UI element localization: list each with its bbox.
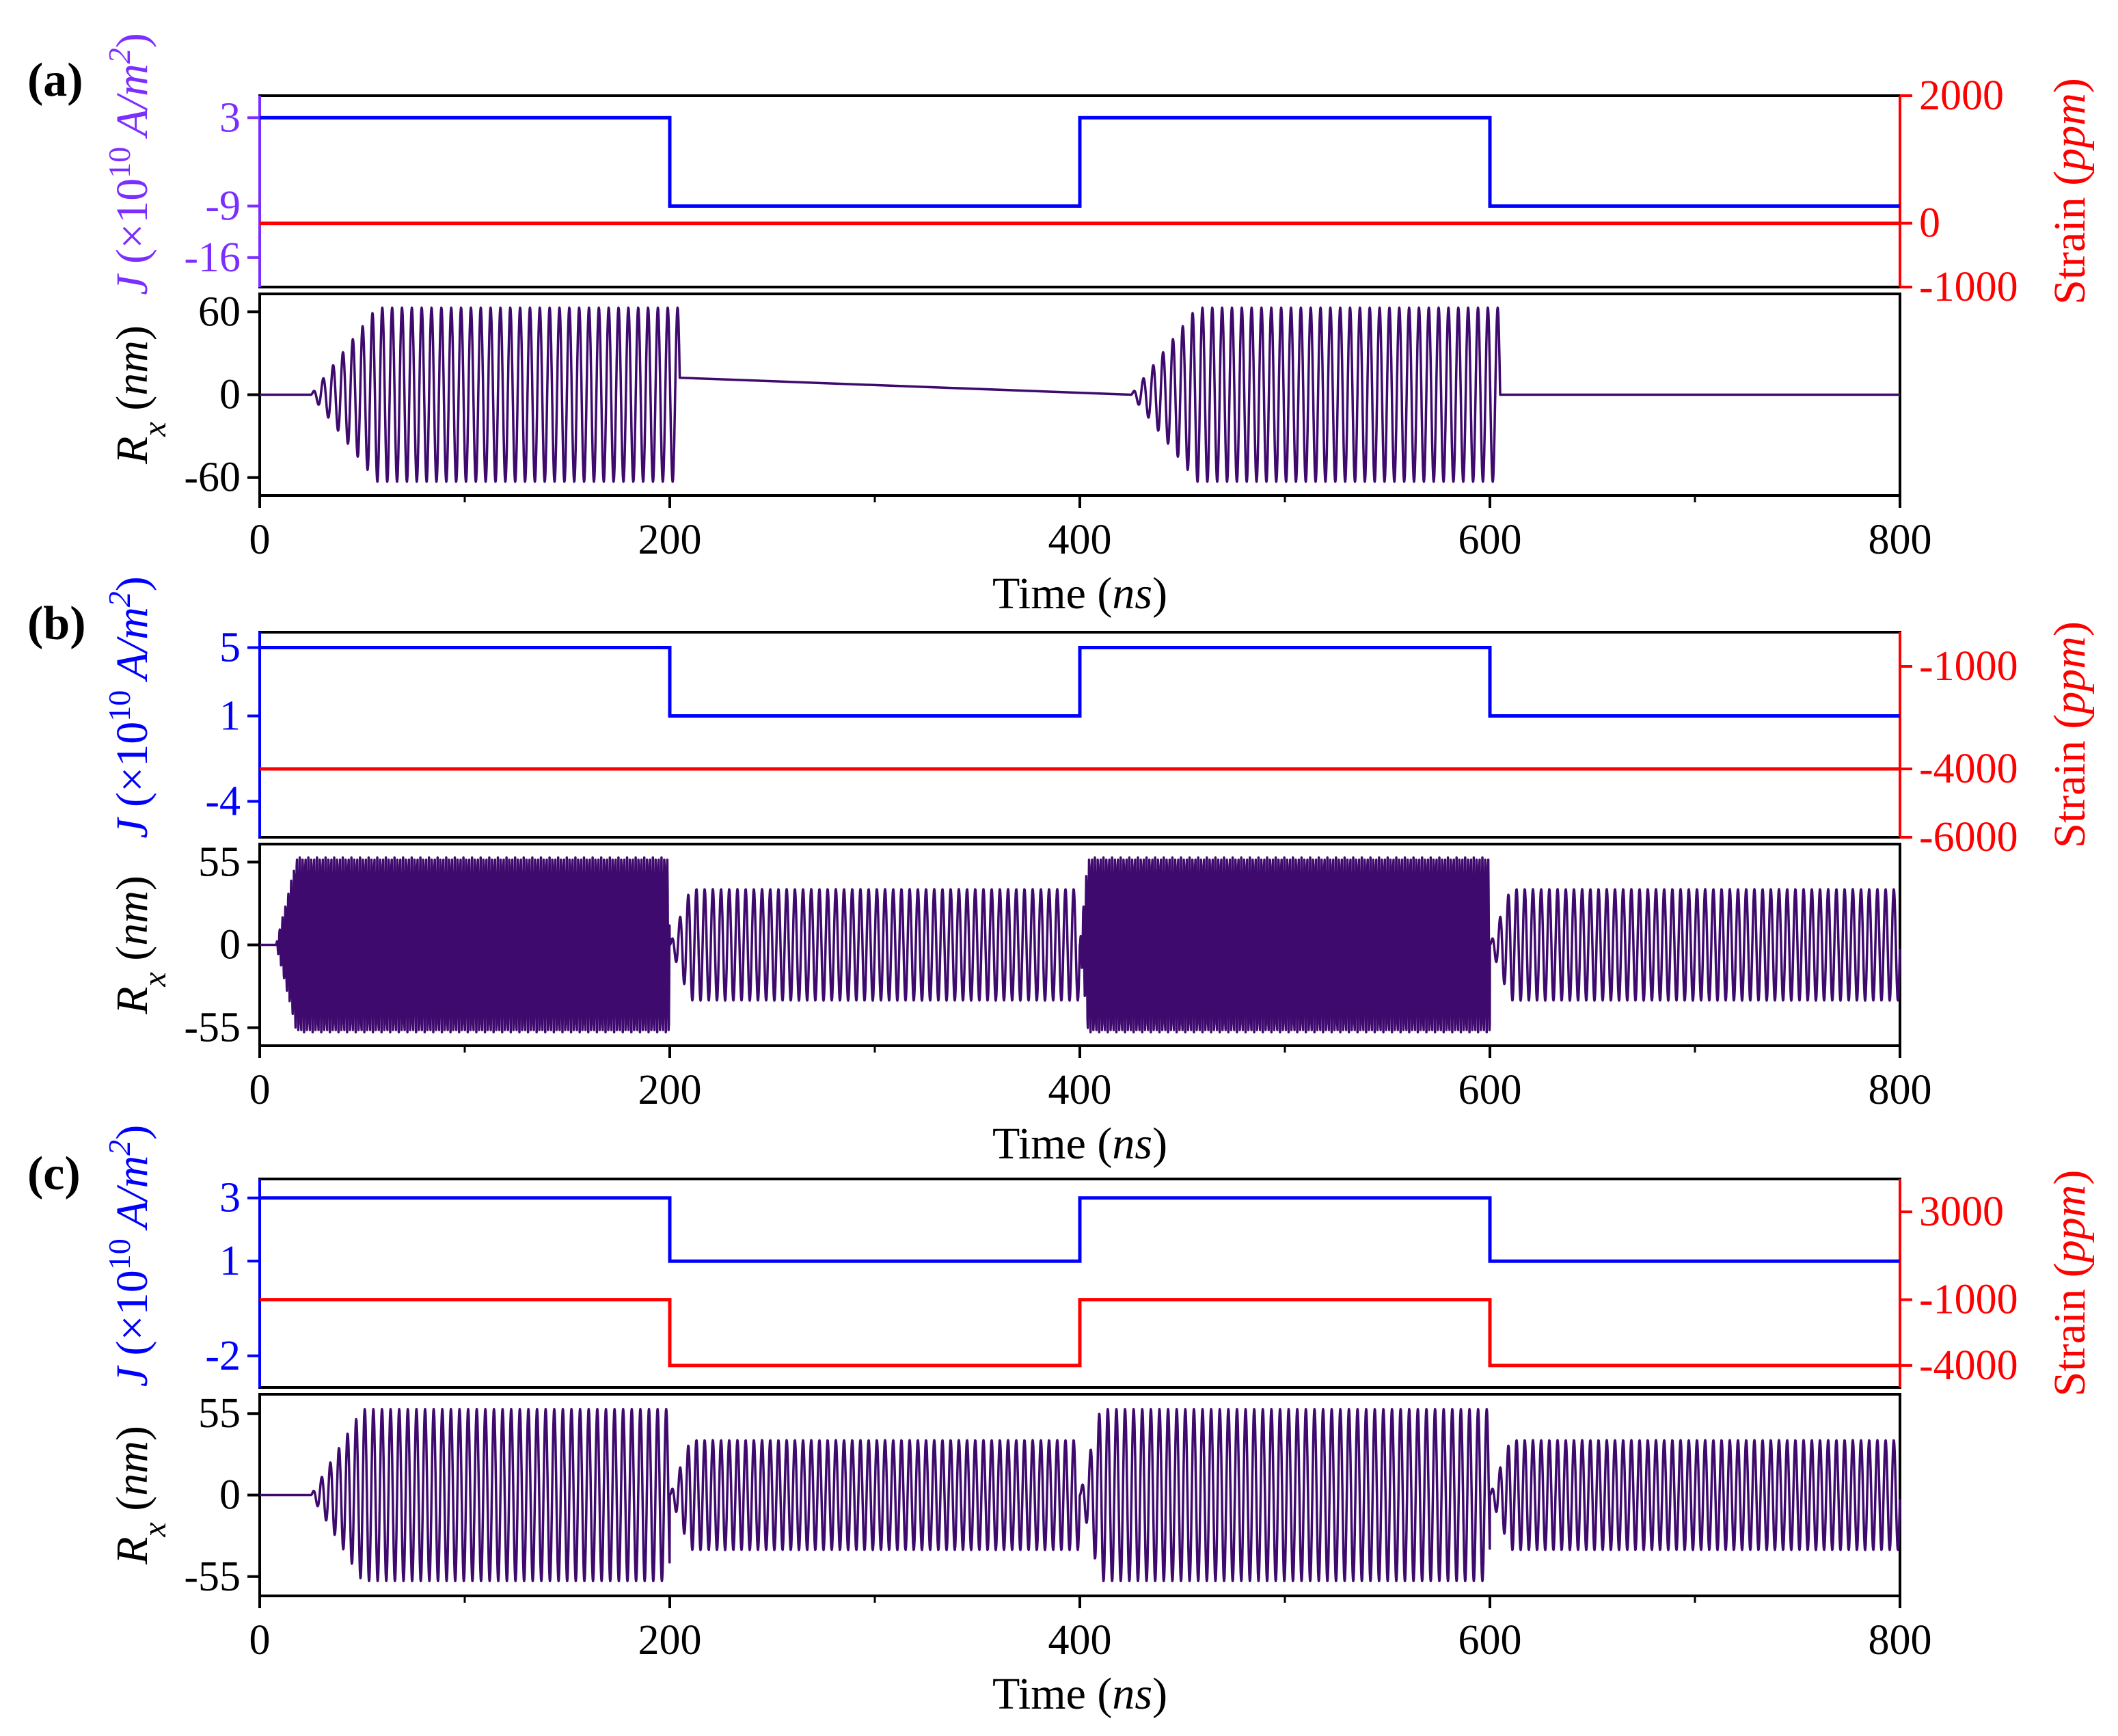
rx-tick-label: -60 <box>184 455 241 501</box>
strain-series-line <box>260 1298 1900 1368</box>
rx-tick-label: 0 <box>219 1472 241 1519</box>
current-tick-label: -16 <box>184 234 241 281</box>
rx-axis-label: Rx (nm) <box>107 876 173 1015</box>
strain-tick-label: -1000 <box>1919 264 2018 310</box>
current-series-line <box>260 646 1900 718</box>
rx-series-line <box>260 856 1901 1033</box>
x-tick-label: 0 <box>249 517 271 563</box>
current-series-line <box>260 1196 1900 1263</box>
rx-tick-label: 0 <box>219 372 241 418</box>
x-tick-label: 800 <box>1869 1067 1932 1113</box>
current-axis-label: J (×1010 A/m2) <box>102 1125 158 1387</box>
current-tick-label: -4 <box>205 778 241 825</box>
current-tick-label: 5 <box>219 625 241 671</box>
x-tick-label: 0 <box>249 1617 271 1664</box>
strain-axis-label: Strain (ppm) <box>2045 621 2095 848</box>
strain-axis-label: Strain (ppm) <box>2045 78 2095 305</box>
rx-tick-label: 55 <box>198 839 241 885</box>
strain-tick-label: -1000 <box>1919 1277 2018 1323</box>
rx-tick-label: 0 <box>219 922 241 968</box>
x-axis-label: Time (ns) <box>992 1669 1167 1719</box>
x-tick-label: 400 <box>1048 1067 1112 1113</box>
current-tick-label: 1 <box>219 693 241 740</box>
panel-label: (b) <box>27 597 86 650</box>
rx-axis-label: Rx (nm) <box>107 1426 173 1565</box>
current-tick-label: 3 <box>219 1175 241 1221</box>
x-tick-label: 600 <box>1458 1067 1522 1113</box>
x-tick-label: 800 <box>1869 517 1932 563</box>
current-axis-label: J (×1010 A/m2) <box>102 33 158 295</box>
rx-tick-label: 55 <box>198 1390 241 1437</box>
x-tick-label: 400 <box>1048 1617 1112 1664</box>
strain-tick-label: 3000 <box>1919 1189 2004 1235</box>
panel-label: (a) <box>27 54 83 107</box>
x-tick-label: 600 <box>1458 517 1522 563</box>
strain-tick-label: -6000 <box>1919 814 2018 860</box>
current-tick-label: -9 <box>205 183 241 230</box>
panel-label: (c) <box>27 1148 81 1200</box>
x-tick-label: 200 <box>638 517 702 563</box>
strain-tick-label: -4000 <box>1919 746 2018 792</box>
x-tick-label: 600 <box>1458 1617 1522 1664</box>
x-tick-label: 0 <box>249 1067 271 1113</box>
current-axis-label: J (×1010 A/m2) <box>102 576 158 839</box>
rx-series-line <box>260 306 1900 483</box>
strain-tick-label: -4000 <box>1919 1342 2018 1389</box>
strain-tick-label: 2000 <box>1919 72 2004 119</box>
strain-axis-label: Strain (ppm) <box>2045 1170 2095 1397</box>
rx-tick-label: -55 <box>184 1554 241 1600</box>
rx-tick-label: -55 <box>184 1005 241 1051</box>
strain-tick-label: -1000 <box>1919 643 2018 690</box>
rx-axis-label: Rx (nm) <box>107 325 173 465</box>
rx-series-line <box>260 1407 1901 1583</box>
x-tick-label: 800 <box>1869 1617 1932 1664</box>
x-tick-label: 400 <box>1048 517 1112 563</box>
strain-tick-label: 0 <box>1919 200 1940 247</box>
current-tick-label: -2 <box>205 1333 241 1379</box>
x-axis-label: Time (ns) <box>992 1119 1167 1169</box>
x-tick-label: 200 <box>638 1617 702 1664</box>
current-series-line <box>260 116 1900 208</box>
x-axis-label: Time (ns) <box>992 569 1167 619</box>
current-tick-label: 1 <box>219 1238 241 1284</box>
current-tick-label: 3 <box>219 94 241 141</box>
x-tick-label: 200 <box>638 1067 702 1113</box>
rx-tick-label: 60 <box>198 288 241 335</box>
